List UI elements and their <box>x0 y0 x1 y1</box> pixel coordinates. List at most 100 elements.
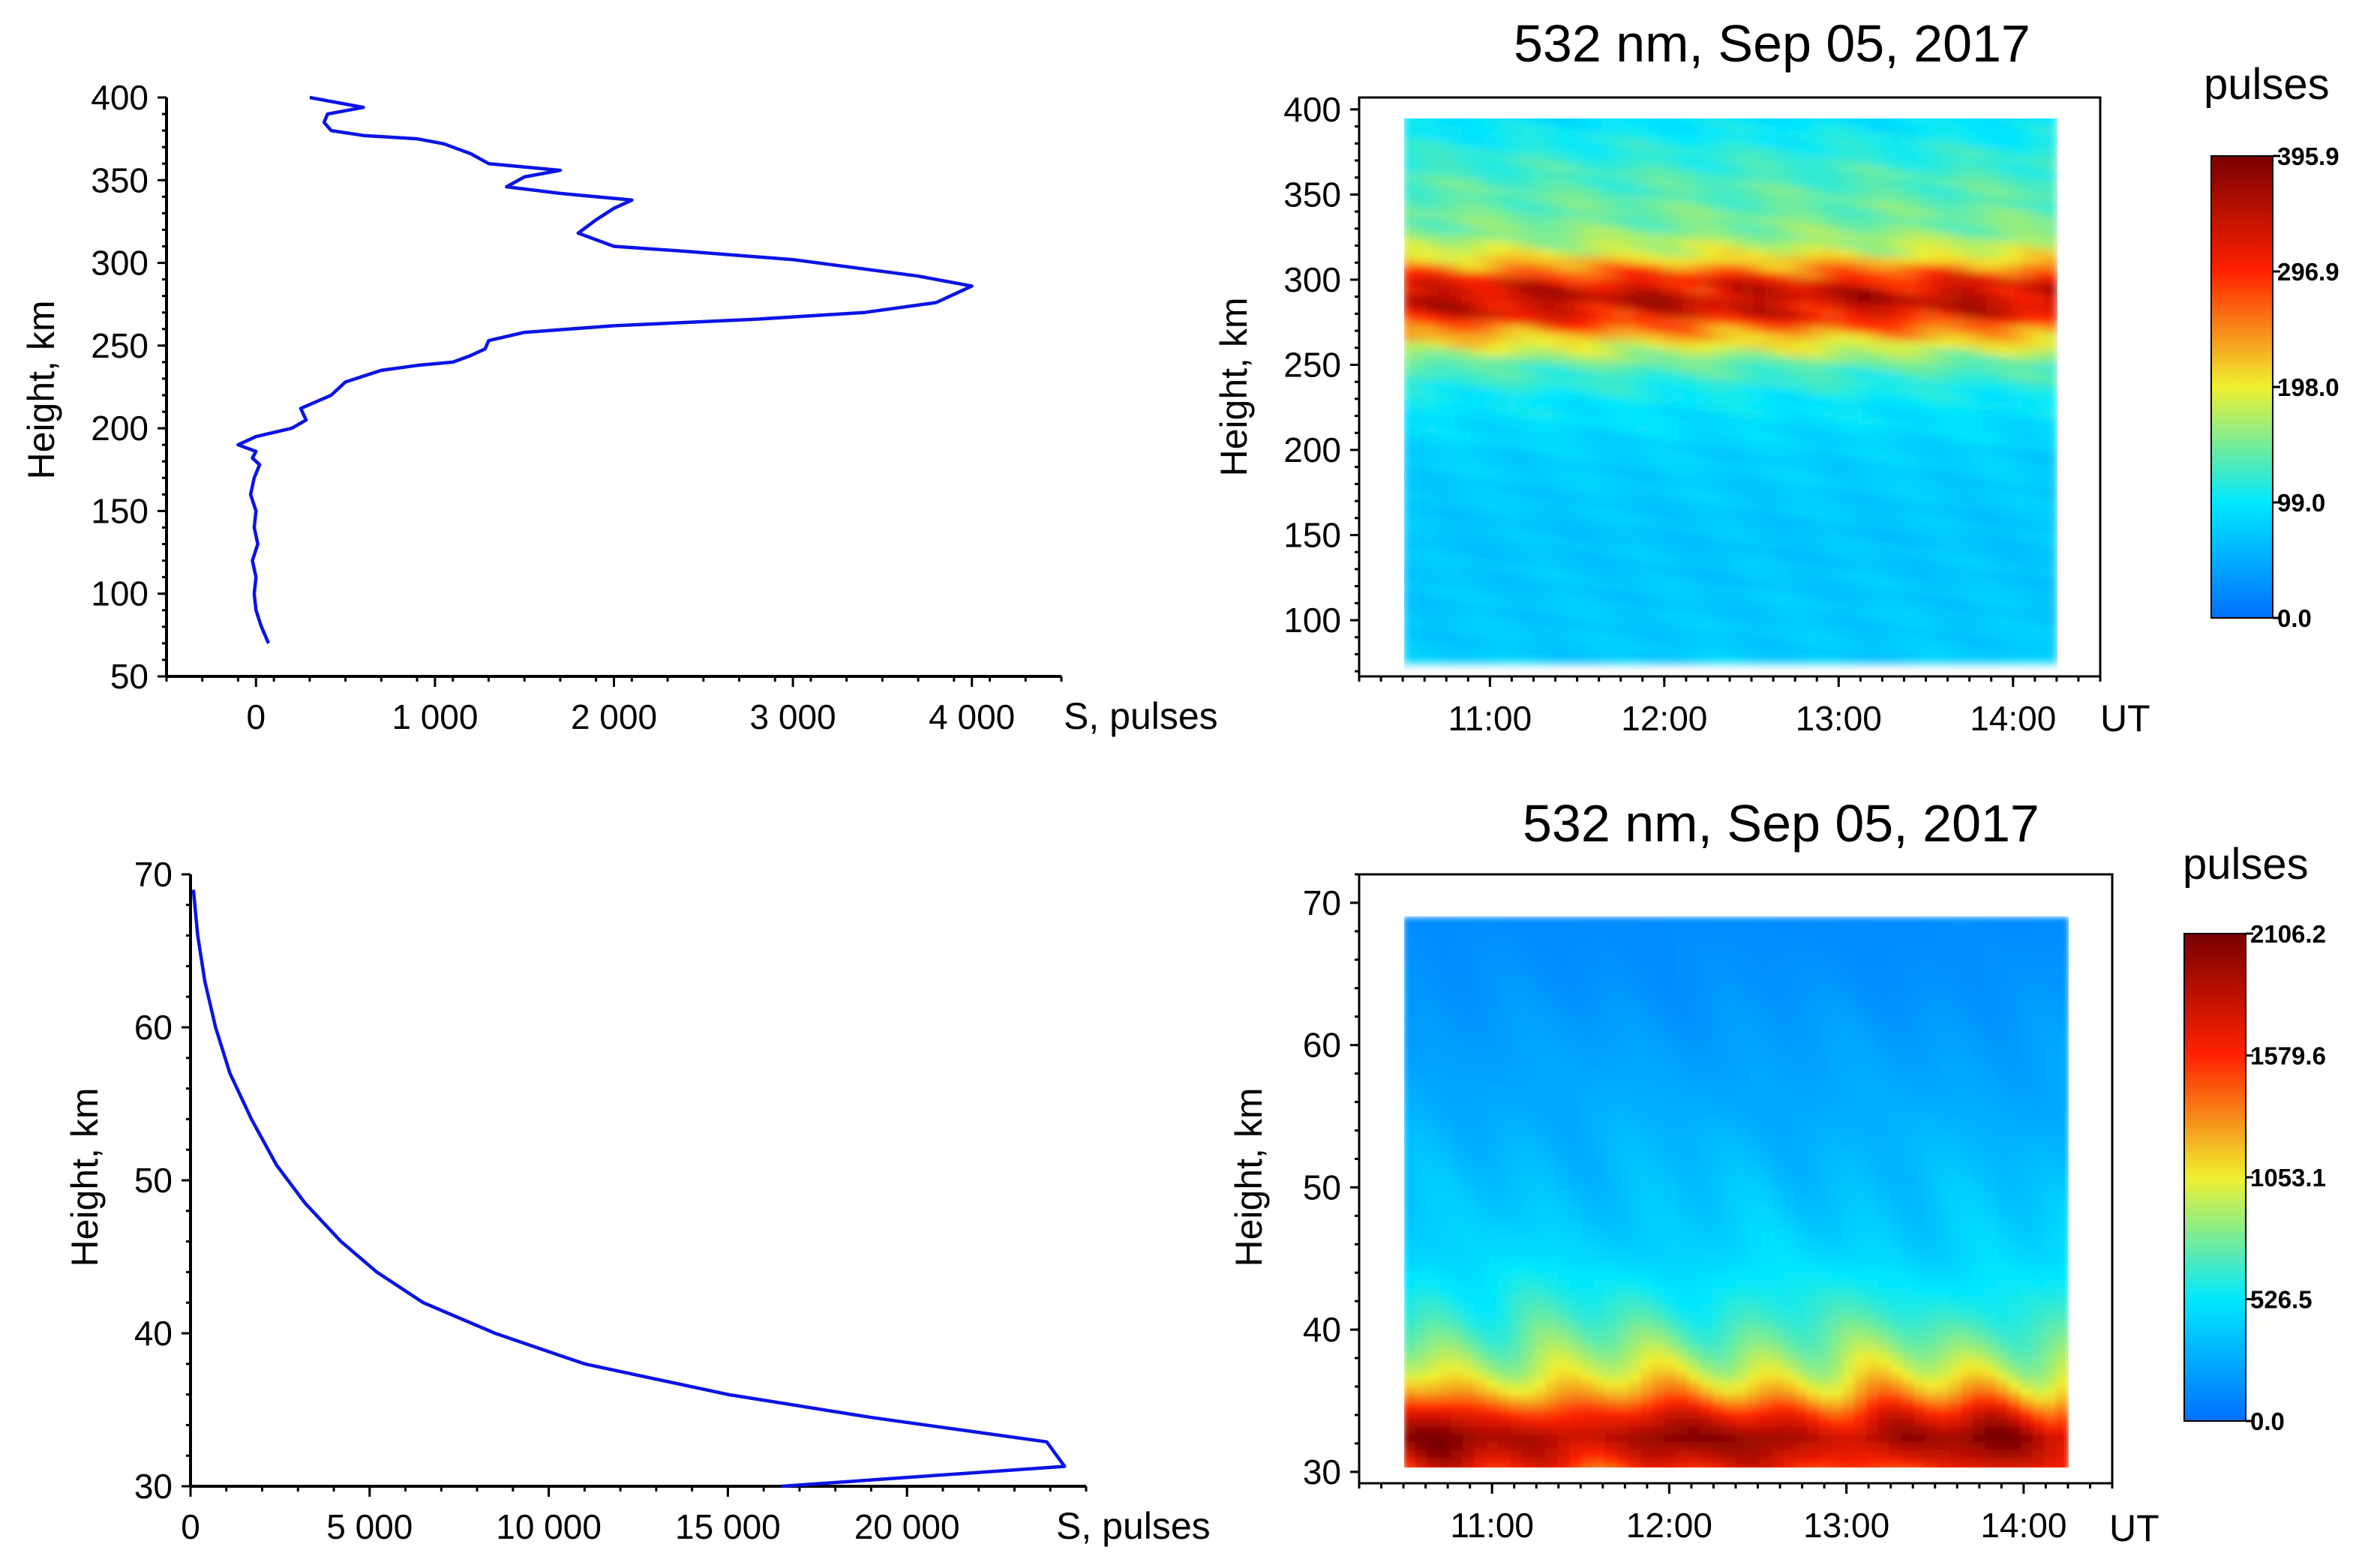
heatmap-cell <box>1904 409 1918 418</box>
heatmap-cell <box>1694 624 1708 633</box>
heatmap-cell <box>1706 278 1719 287</box>
heatmap-cell <box>1753 470 1766 479</box>
heatmap-cell <box>1730 148 1742 157</box>
heatmap-cell <box>2045 293 2057 303</box>
heatmap-cell <box>1519 624 1532 633</box>
heatmap-cell <box>1624 332 1637 341</box>
heatmap-cell <box>1415 1233 1428 1242</box>
heatmap-cell <box>1858 647 1871 656</box>
heatmap-cell <box>1682 355 1696 364</box>
heatmap-cell <box>1823 247 1836 256</box>
heatmap-cell <box>1892 217 1906 226</box>
heatmap-cell <box>1648 578 1661 587</box>
heatmap-cell <box>1519 293 1532 303</box>
heatmap-cell <box>1486 925 1499 934</box>
heatmap-cell <box>1508 470 1520 479</box>
heatmap-cell <box>1823 278 1836 287</box>
heatmap-cell <box>1463 1002 1476 1011</box>
heatmap-cell <box>1461 493 1474 502</box>
heatmap-cell <box>1404 139 1415 149</box>
heatmap-cell <box>1986 401 2000 410</box>
heatmap-cell <box>1451 955 1464 964</box>
heatmap-cell <box>1508 609 1520 618</box>
heatmap-cell <box>1463 1302 1476 1312</box>
heatmap-cell <box>1986 647 2000 656</box>
heatmap-cell <box>1846 570 1859 580</box>
heatmap-cell <box>1881 324 1895 334</box>
heatmap-cell <box>1659 370 1673 379</box>
heatmap-cell <box>1823 385 1836 395</box>
heatmap-cell <box>1858 447 1871 457</box>
heatmap-cell <box>1601 394 1614 403</box>
heatmap-cell <box>1519 262 1532 272</box>
heatmap-cell <box>1799 139 1813 149</box>
heatmap-cell <box>1415 1217 1428 1227</box>
heatmap-cell <box>1554 470 1568 479</box>
heatmap-cell <box>1730 132 1742 141</box>
heatmap-cell <box>1648 370 1661 379</box>
heatmap-cell <box>1613 316 1626 325</box>
heatmap-cell <box>1508 370 1520 379</box>
heatmap-cell <box>1904 170 1918 180</box>
heatmap-cell <box>1519 631 1532 641</box>
heatmap-cell <box>1486 970 1499 980</box>
heatmap-cell <box>1694 262 1708 272</box>
heatmap-cell <box>1858 493 1871 502</box>
heatmap-cell <box>1648 401 1661 410</box>
heatmap-cell <box>1519 240 1532 249</box>
heatmap-cell <box>1881 624 1895 633</box>
heatmap-cell <box>1694 478 1708 487</box>
heatmap-cell <box>1963 309 1976 318</box>
heatmap-cell <box>2009 547 2023 556</box>
heatmap-cell <box>2033 455 2046 464</box>
heatmap-cell <box>1427 1117 1440 1126</box>
heatmap-cell <box>1787 278 1801 287</box>
heatmap-cell <box>1928 578 1941 587</box>
heatmap-cell <box>1835 378 1847 387</box>
heatmap-cell <box>1823 286 1836 295</box>
heatmap-cell <box>1463 986 1476 995</box>
heatmap-cell <box>1531 255 1544 264</box>
heatmap-cell <box>1764 586 1778 595</box>
heatmap-cell <box>1730 224 1742 233</box>
heatmap-cell <box>1787 378 1801 387</box>
heatmap-cell <box>1718 631 1731 641</box>
heatmap-cell <box>1613 224 1626 233</box>
heatmap-cell <box>1414 547 1427 556</box>
heatmap-cell <box>1566 555 1579 564</box>
heatmap-cell <box>1566 631 1579 641</box>
heatmap-cell <box>1998 532 2011 541</box>
heatmap-cell <box>1764 355 1778 364</box>
heatmap-cell <box>1449 647 1463 656</box>
heatmap-cell <box>2021 501 2034 510</box>
heatmap-cell <box>1601 517 1614 526</box>
heatmap-cell <box>1787 355 1801 364</box>
heatmap-cell <box>1694 132 1708 141</box>
heatmap-cell <box>1475 1318 1487 1327</box>
heatmap-cell <box>1463 1441 1476 1450</box>
heatmap-cell <box>1554 501 1568 510</box>
heatmap-cell <box>1508 647 1520 656</box>
heatmap-cell <box>1916 286 1929 295</box>
heatmap-cell <box>2045 355 2057 364</box>
heatmap-cell <box>1706 478 1719 487</box>
heatmap-cell <box>1776 278 1790 287</box>
heatmap-cell <box>1811 547 1824 556</box>
heatmap-cell <box>1846 532 1859 541</box>
heatmap-cell <box>2045 517 2057 526</box>
heatmap-cell <box>1463 1109 1476 1119</box>
heatmap-cell <box>1741 301 1754 310</box>
heatmap-cell <box>1414 578 1427 587</box>
heatmap-cell <box>1531 624 1544 633</box>
heatmap-cell <box>1437 240 1451 249</box>
heatmap-cell <box>1706 409 1719 418</box>
heatmap-cell <box>1475 1464 1487 1468</box>
heatmap-cell <box>1963 209 1976 218</box>
heatmap-cell <box>1718 593 1731 602</box>
heatmap-cell <box>1414 501 1427 510</box>
heatmap-cell <box>1519 224 1532 233</box>
heatmap-cell <box>1974 432 1988 441</box>
heatmap-cell <box>1659 286 1673 295</box>
heatmap-cell <box>1682 401 1696 410</box>
heatmap-cell <box>1636 148 1649 157</box>
